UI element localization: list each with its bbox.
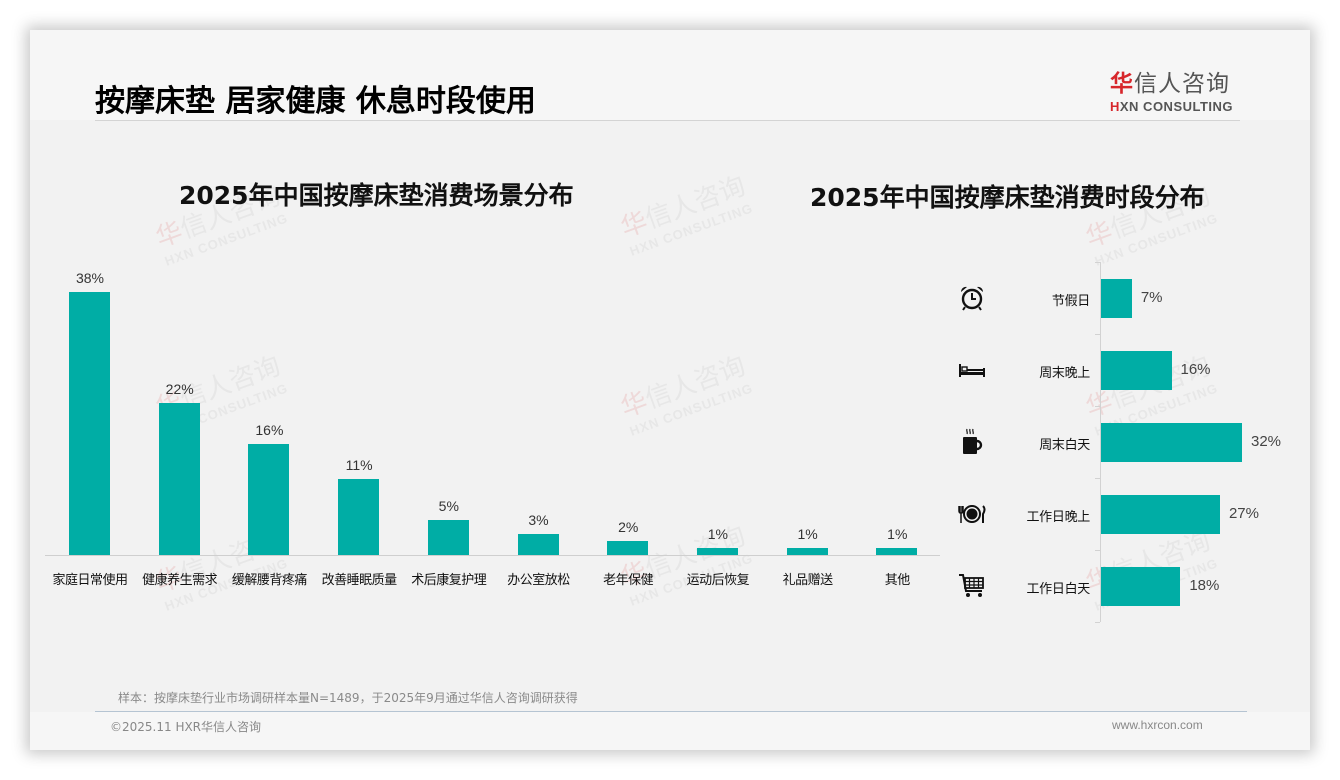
axis-tick bbox=[1095, 622, 1100, 623]
x-axis-line bbox=[45, 555, 940, 556]
category-label: 节假日 bbox=[1051, 294, 1090, 309]
category-label: 健康养生需求 bbox=[142, 573, 218, 588]
period-chart-title: 2025年中国按摩床垫消费时段分布 bbox=[810, 183, 1205, 212]
bar bbox=[1101, 279, 1132, 318]
category-label: 办公室放松 bbox=[507, 573, 570, 588]
bar-value-label: 16% bbox=[1180, 361, 1211, 378]
bar-row: 工作日晚上 27% bbox=[945, 478, 1285, 550]
bar bbox=[607, 541, 649, 555]
coffee-mug-icon bbox=[957, 428, 987, 456]
bar-value-label: 1% bbox=[797, 526, 818, 543]
bar bbox=[786, 548, 828, 555]
axis-tick bbox=[1095, 550, 1100, 551]
bar-value-label: 38% bbox=[75, 270, 105, 286]
logo-cn: 华信人咨询 bbox=[1110, 71, 1230, 97]
period-bar-chart: 节假日 7% 周末晚上 16% 周末白天 32% 工作日晚上 27% 工作日白天 18% bbox=[945, 262, 1285, 627]
footer-band bbox=[30, 712, 1310, 750]
category-label: 运动后恢复 bbox=[686, 573, 750, 588]
bar bbox=[1101, 351, 1172, 390]
axis-tick bbox=[1095, 478, 1100, 479]
category-label: 周末晚上 bbox=[1039, 366, 1090, 381]
bar-value-label: 3% bbox=[528, 512, 549, 529]
category-label: 家庭日常使用 bbox=[52, 573, 128, 588]
category-label: 其他 bbox=[884, 573, 911, 588]
y-axis-line bbox=[1100, 262, 1101, 622]
footer-divider bbox=[95, 711, 1247, 712]
bar-value-label: 2% bbox=[618, 519, 639, 536]
bar-group: 2% 老年保健 bbox=[583, 230, 673, 600]
bar-value-label: 11% bbox=[345, 456, 373, 473]
bar bbox=[248, 444, 290, 555]
bar-value-label: 1% bbox=[707, 526, 728, 543]
bar-value-label: 16% bbox=[255, 422, 284, 439]
bar bbox=[338, 478, 380, 555]
bar-value-label: 32% bbox=[1251, 433, 1282, 450]
category-label: 改善睡眠质量 bbox=[321, 573, 398, 588]
shopping-cart-icon bbox=[957, 572, 987, 600]
bar-value-label: 5% bbox=[438, 498, 459, 515]
bar-value-label: 7% bbox=[1140, 289, 1163, 306]
bar-value-label: 18% bbox=[1189, 577, 1220, 594]
bar-group: 11% 改善睡眠质量 bbox=[314, 230, 404, 600]
logo-en: HXN CONSULTING bbox=[1110, 99, 1234, 114]
page-title: 按摩床垫 居家健康 休息时段使用 bbox=[95, 84, 536, 119]
slide: 华信人咨询 HXN CONSULTING 华信人咨询 HXN CONSULTIN… bbox=[30, 30, 1310, 750]
bar bbox=[69, 292, 110, 555]
bar-group: 1% 运动后恢复 bbox=[673, 230, 763, 600]
axis-tick bbox=[1095, 406, 1100, 407]
bar bbox=[696, 548, 738, 555]
bar bbox=[158, 402, 200, 555]
bar bbox=[517, 534, 559, 555]
bar-value-label: 1% bbox=[887, 526, 908, 543]
category-label: 礼品赠送 bbox=[782, 573, 834, 588]
bar-row: 工作日白天 18% bbox=[945, 550, 1285, 622]
bar bbox=[1101, 423, 1242, 462]
header-divider bbox=[95, 120, 1240, 121]
bar-group: 22% 健康养生需求 bbox=[135, 230, 225, 600]
sample-note: 样本：按摩床垫行业市场调研样本量N=1489，于2025年9月通过华信人咨询调研… bbox=[118, 691, 578, 705]
category-label: 老年保健 bbox=[603, 573, 654, 588]
website-url: www.hxrcon.com bbox=[1112, 718, 1203, 732]
axis-tick bbox=[1095, 334, 1100, 335]
copyright: ©2025.11 HXR华信人咨询 bbox=[110, 720, 262, 734]
bar bbox=[876, 548, 918, 555]
bar-group: 3% 办公室放松 bbox=[494, 230, 584, 600]
axis-tick bbox=[1095, 262, 1100, 263]
scene-chart-title: 2025年中国按摩床垫消费场景分布 bbox=[179, 181, 574, 210]
bar-group: 16% 缓解腰背疼痛 bbox=[224, 230, 314, 600]
bed-icon bbox=[957, 356, 987, 384]
category-label: 缓解腰背疼痛 bbox=[231, 573, 308, 588]
bar bbox=[427, 520, 469, 555]
bar-group: 1% 礼品赠送 bbox=[763, 230, 853, 600]
header-band bbox=[30, 30, 1310, 120]
category-label: 工作日晚上 bbox=[1026, 510, 1090, 525]
category-label: 术后康复护理 bbox=[411, 573, 487, 588]
bar-row: 节假日 7% bbox=[945, 262, 1285, 334]
category-label: 工作日白天 bbox=[1026, 582, 1090, 597]
bar-row: 周末白天 32% bbox=[945, 406, 1285, 478]
bar bbox=[1101, 567, 1181, 606]
bar-value-label: 27% bbox=[1228, 505, 1259, 522]
bar-group: 38% 家庭日常使用 bbox=[45, 230, 135, 600]
bar bbox=[1101, 495, 1220, 534]
brand-logo: 华信人咨询 HXN CONSULTING bbox=[1110, 64, 1245, 114]
scene-bar-chart: 38% 家庭日常使用 22% 健康养生需求 16% 缓解腰背疼痛 11% 改善睡眠质量 5% 术后… bbox=[45, 230, 940, 600]
bar-value-label: 22% bbox=[165, 380, 194, 397]
alarm-clock-icon bbox=[957, 284, 987, 312]
bar-group: 5% 术后康复护理 bbox=[404, 230, 494, 600]
bar-row: 周末晚上 16% bbox=[945, 334, 1285, 406]
bar-group: 1% 其他 bbox=[852, 230, 942, 600]
category-label: 周末白天 bbox=[1039, 438, 1090, 453]
plate-cutlery-icon bbox=[957, 500, 987, 528]
